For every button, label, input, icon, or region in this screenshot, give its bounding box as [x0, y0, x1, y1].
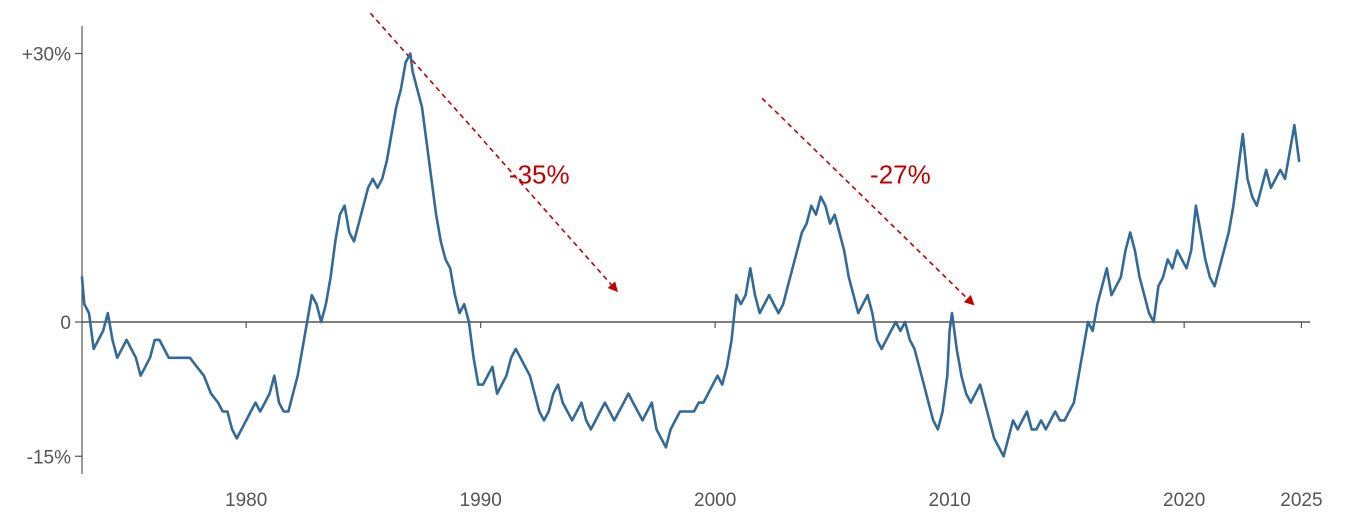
y-tick-label: +30% [22, 45, 71, 66]
decline-arrow [761, 97, 975, 306]
annotations-layer: -35% -27% [369, 12, 975, 306]
series-layer [80, 52, 1301, 458]
x-tick-label: 2010 [929, 490, 971, 511]
decline-arrow [369, 12, 618, 293]
decline-label: -27% [870, 159, 931, 189]
y-tick-label: 0 [60, 313, 71, 334]
x-tick-label: 2000 [694, 490, 736, 511]
x-tick-label: 2025 [1280, 490, 1322, 511]
labels-layer: +30% 0 -15% 1980 1990 2000 2010 2020 2025 [22, 45, 1323, 512]
x-tick-label: 1980 [225, 490, 267, 511]
y-tick-label: -15% [27, 447, 71, 468]
decline-label: -35% [509, 159, 570, 189]
axes-layer [75, 26, 1310, 474]
series-line [80, 52, 1301, 458]
x-tick-label: 2020 [1163, 490, 1205, 511]
x-tick-label: 1990 [460, 490, 502, 511]
